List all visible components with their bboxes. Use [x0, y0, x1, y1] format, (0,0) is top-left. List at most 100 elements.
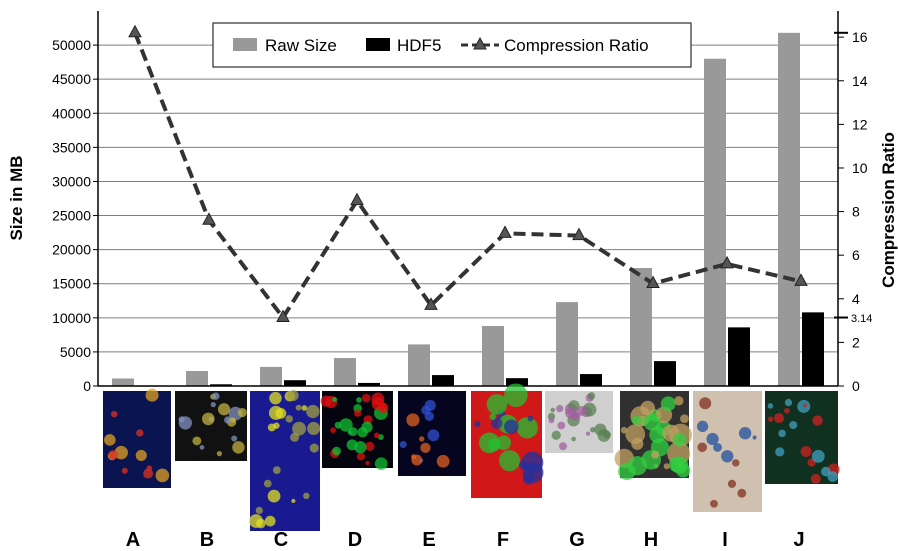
thumbnail-detail: [264, 515, 276, 527]
thumbnail-detail: [374, 457, 388, 471]
thumbnail-detail: [556, 404, 564, 413]
category-labels: A B C D E F G H I J: [126, 529, 805, 551]
thumbnail-detail: [285, 415, 293, 423]
thumbnail-detail: [108, 450, 118, 460]
thumbnail-detail: [267, 489, 281, 503]
thumbnail-detail: [774, 413, 785, 424]
thumbnail-detail: [339, 418, 353, 432]
thumbnail-detail: [272, 466, 281, 475]
compression-ratio-point: [128, 24, 142, 38]
thumbnail-detail: [371, 397, 385, 411]
thumbnail-detail: [680, 414, 689, 424]
gridlines: [98, 44, 838, 353]
thumbnail-detail: [784, 407, 790, 414]
thumbnail-detail: [145, 388, 159, 402]
thumbnail-detail: [224, 416, 232, 424]
thumbnail-detail: [356, 452, 365, 461]
y-tick-label: 45000: [52, 71, 91, 87]
thumbnail-detail: [550, 407, 556, 413]
thumbnail-detail: [732, 459, 740, 467]
bar-raw-size: [408, 344, 430, 386]
thumbnail-detail: [496, 435, 512, 451]
bar-hdf5: [728, 327, 750, 386]
y-axis-title: Size in MB: [7, 155, 26, 240]
thumbnail-detail: [268, 405, 283, 420]
thumbnail-detail: [354, 441, 367, 454]
compression-ratio-line: [128, 24, 808, 323]
thumbnail-detail: [672, 432, 687, 447]
thumbnail-detail: [309, 443, 319, 453]
legend-swatch-compression-marker: [473, 36, 487, 50]
thumbnail-detail: [489, 413, 496, 421]
thumbnail-detail: [504, 419, 519, 435]
thumbnail-detail: [146, 465, 153, 471]
y2-tick-label: 12: [852, 116, 868, 132]
thumbnail-d: [320, 391, 393, 471]
thumbnail-detail: [663, 463, 670, 470]
bar-raw-size: [704, 58, 726, 387]
y2-tick-label: 14: [852, 73, 868, 89]
compression-ratio-point: [646, 275, 660, 289]
thumbnail-detail: [136, 429, 144, 437]
thumbnail-detail: [135, 449, 147, 461]
thumbnail-detail: [516, 416, 538, 439]
bar-raw-size: [482, 326, 504, 386]
thumbnail-detail: [585, 431, 591, 436]
thumbnail-f: [471, 383, 544, 498]
thumbnail-detail: [230, 417, 236, 423]
thumbnail-detail: [752, 435, 757, 440]
bar-raw-size: [260, 366, 282, 386]
thumbnail-detail: [269, 391, 282, 405]
thumbnail-detail: [374, 432, 380, 439]
thumbnail-detail: [504, 383, 528, 407]
compression-ratio-point: [202, 212, 216, 225]
y2-tick-label: 0: [852, 378, 860, 394]
thumbnail-detail: [699, 397, 712, 410]
thumbnail-detail: [660, 396, 676, 412]
thumbnail-detail: [303, 492, 310, 500]
thumbnail-detail: [361, 393, 371, 403]
thumbnail-detail: [778, 429, 786, 438]
thumbnail-detail: [827, 471, 839, 482]
y-tick-label: 40000: [52, 105, 91, 121]
thumbnail-detail: [306, 404, 320, 419]
thumbnail-detail: [590, 426, 596, 433]
thumbnail-detail: [290, 432, 300, 442]
thumbnail-detail: [399, 440, 407, 449]
thumbnail-detail: [627, 456, 648, 476]
thumbnail-detail: [697, 442, 708, 453]
compression-ratio-point: [276, 309, 290, 323]
bars: [112, 32, 824, 387]
y2-tick-label: 16: [852, 29, 868, 45]
thumbnail-detail: [706, 432, 719, 446]
y-tick-label: 10000: [52, 310, 91, 326]
thumbnail-g: [545, 391, 613, 453]
thumbnail-detail: [411, 454, 423, 466]
thumbnail-detail: [295, 404, 302, 411]
thumbnail-detail: [365, 441, 375, 452]
thumbnail-detail: [522, 473, 535, 485]
y-tick-label: 25000: [52, 208, 91, 224]
thumbnail-detail: [565, 407, 577, 419]
category-label: G: [569, 529, 585, 551]
thumbnail-detail: [202, 412, 215, 426]
thumbnail-detail: [332, 446, 341, 456]
thumbnail-detail: [436, 454, 450, 468]
thumbnail-detail: [301, 405, 308, 411]
thumbnail-detail: [237, 407, 247, 418]
thumbnail-detail: [784, 398, 793, 407]
compression-ratio-path: [133, 32, 802, 322]
bar-hdf5: [654, 361, 676, 386]
thumbnail-detail: [789, 421, 798, 430]
bar-hdf5: [284, 380, 306, 386]
thumbnail-detail: [738, 427, 752, 440]
y-tick-label: 15000: [52, 276, 91, 292]
thumbnail-detail: [291, 498, 296, 504]
legend-label-compression-ratio: Compression Ratio: [504, 36, 649, 55]
thumbnail-detail: [800, 446, 812, 457]
thumbnail-detail: [361, 421, 373, 433]
thumbnail-detail: [263, 479, 272, 488]
category-label: J: [793, 529, 804, 551]
thumbnail-detail: [696, 420, 709, 433]
thumbnail-detail: [559, 442, 568, 451]
